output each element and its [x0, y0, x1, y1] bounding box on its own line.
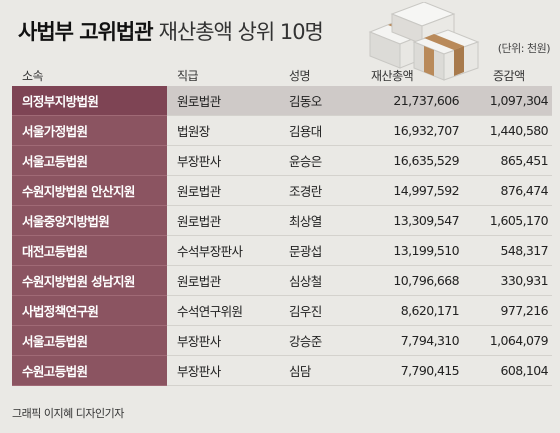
cell-total: 13,309,547	[361, 206, 465, 236]
cell-total: 7,794,310	[361, 326, 465, 356]
title-main: 사법부 고위법관	[18, 20, 154, 44]
cell-total: 10,796,668	[361, 266, 465, 296]
cell-org: 의정부지방법원	[12, 86, 167, 116]
cell-rank: 부장판사	[167, 146, 279, 176]
asset-table: 소속 직급 성명 재산총액 증감액 의정부지방법원 원로법관 김동오 21,73…	[12, 64, 552, 386]
header-name: 성명	[289, 68, 311, 83]
cell-change: 1,605,170	[465, 206, 552, 236]
cell-change: 1,440,580	[465, 116, 552, 146]
cell-org: 대전고등법원	[12, 236, 167, 266]
table-row: 서울중앙지방법원 원로법관 최상열 13,309,547 1,605,170	[12, 206, 552, 236]
cell-name: 김용대	[279, 116, 361, 146]
table-header: 소속 직급 성명 재산총액 증감액	[12, 64, 552, 86]
table-row: 수원고등법원 부장판사 심담 7,790,415 608,104	[12, 356, 552, 386]
header-change: 증감액	[493, 68, 525, 83]
cell-rank: 수석부장판사	[167, 236, 279, 266]
cell-name: 강승준	[279, 326, 361, 356]
cell-change: 977,216	[465, 296, 552, 326]
cell-org: 서울고등법원	[12, 326, 167, 356]
cell-rank: 원로법관	[167, 206, 279, 236]
cell-rank: 부장판사	[167, 356, 279, 386]
cell-name: 김동오	[279, 86, 361, 116]
unit-label: (단위: 천원)	[497, 42, 551, 55]
credit-text: 그래픽 이지혜 디자인기자	[12, 407, 124, 420]
cell-total: 14,997,592	[361, 176, 465, 206]
table-row: 사법정책연구원 수석연구위원 김우진 8,620,171 977,216	[12, 296, 552, 326]
cell-org: 수원지방법원 안산지원	[12, 176, 167, 206]
cell-name: 최상열	[279, 206, 361, 236]
cell-rank: 수석연구위원	[167, 296, 279, 326]
header-total: 재산총액	[371, 68, 414, 83]
cell-change: 1,097,304	[465, 86, 552, 116]
cell-total: 21,737,606	[361, 86, 465, 116]
cell-rank: 부장판사	[167, 326, 279, 356]
cell-total: 16,635,529	[361, 146, 465, 176]
table-row: 서울고등법원 부장판사 강승준 7,794,310 1,064,079	[12, 326, 552, 356]
cell-org: 서울중앙지방법원	[12, 206, 167, 236]
cell-name: 심담	[279, 356, 361, 386]
cell-name: 심상철	[279, 266, 361, 296]
cell-org: 서울가정법원	[12, 116, 167, 146]
cell-change: 548,317	[465, 236, 552, 266]
table-row: 수원지방법원 성남지원 원로법관 심상철 10,796,668 330,931	[12, 266, 552, 296]
cell-rank: 원로법관	[167, 266, 279, 296]
table-row: 의정부지방법원 원로법관 김동오 21,737,606 1,097,304	[12, 86, 552, 116]
title-sub: 재산총액 상위 10명	[158, 20, 324, 44]
table-row: 서울가정법원 법원장 김용대 16,932,707 1,440,580	[12, 116, 552, 146]
header-org: 소속	[22, 68, 44, 83]
table-row: 대전고등법원 수석부장판사 문광섭 13,199,510 548,317	[12, 236, 552, 266]
cell-rank: 법원장	[167, 116, 279, 146]
cell-org: 수원고등법원	[12, 356, 167, 386]
cell-name: 문광섭	[279, 236, 361, 266]
cell-change: 865,451	[465, 146, 552, 176]
cell-total: 13,199,510	[361, 236, 465, 266]
cell-change: 876,474	[465, 176, 552, 206]
cell-org: 서울고등법원	[12, 146, 167, 176]
cell-rank: 원로법관	[167, 176, 279, 206]
cell-name: 윤승은	[279, 146, 361, 176]
cash-bundle-illustration	[368, 2, 480, 81]
table-row: 수원지방법원 안산지원 원로법관 조경란 14,997,592 876,474	[12, 176, 552, 206]
cell-change: 608,104	[465, 356, 552, 386]
cell-org: 사법정책연구원	[12, 296, 167, 326]
cell-change: 330,931	[465, 266, 552, 296]
cell-total: 16,932,707	[361, 116, 465, 146]
cell-org: 수원지방법원 성남지원	[12, 266, 167, 296]
cell-total: 8,620,171	[361, 296, 465, 326]
cell-name: 조경란	[279, 176, 361, 206]
cell-rank: 원로법관	[167, 86, 279, 116]
cell-total: 7,790,415	[361, 356, 465, 386]
header-rank: 직급	[177, 68, 199, 83]
cell-change: 1,064,079	[465, 326, 552, 356]
page-title: 사법부 고위법관 재산총액 상위 10명	[18, 16, 324, 46]
cell-name: 김우진	[279, 296, 361, 326]
table-row: 서울고등법원 부장판사 윤승은 16,635,529 865,451	[12, 146, 552, 176]
